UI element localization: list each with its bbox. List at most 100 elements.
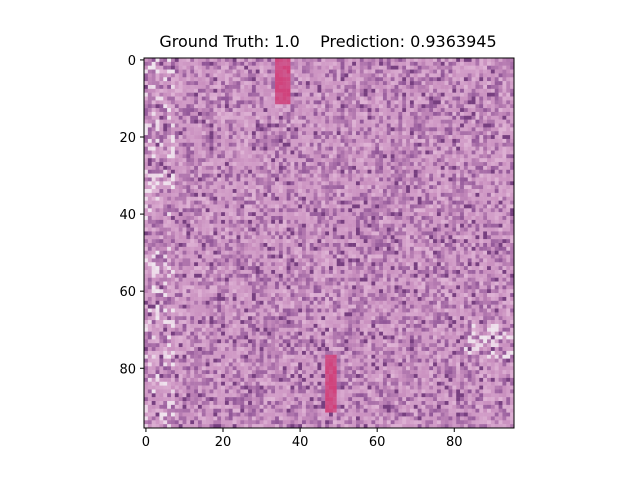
image-pixel (282, 92, 287, 97)
image-pixel (348, 189, 353, 194)
image-pixel (460, 96, 465, 101)
image-pixel (494, 204, 499, 209)
image-pixel (429, 115, 434, 120)
image-pixel (313, 65, 318, 70)
image-pixel (278, 239, 283, 244)
image-pixel (174, 227, 179, 232)
image-pixel (298, 88, 303, 93)
image-pixel (406, 61, 411, 66)
image-pixel (313, 92, 318, 97)
image-pixel (174, 162, 179, 167)
image-pixel (452, 65, 457, 70)
image-pixel (352, 158, 357, 163)
image-pixel (348, 104, 353, 109)
image-pixel (386, 131, 391, 136)
image-pixel (355, 88, 361, 93)
image-pixel (201, 189, 206, 194)
image-pixel (151, 219, 156, 224)
image-pixel (456, 77, 461, 82)
image-pixel (302, 84, 307, 90)
image-pixel (259, 173, 264, 178)
image-pixel (355, 189, 361, 194)
image-pixel (190, 177, 195, 182)
image-pixel (379, 131, 384, 136)
image-pixel (467, 77, 472, 82)
image-pixel (379, 204, 384, 209)
image-pixel (190, 181, 195, 186)
image-pixel (444, 196, 449, 201)
image-pixel (483, 104, 488, 109)
image-pixel (151, 173, 156, 178)
image-pixel (398, 111, 403, 117)
image-pixel (159, 108, 164, 113)
image-pixel (467, 108, 472, 113)
image-pixel (456, 162, 461, 167)
image-pixel (363, 84, 368, 90)
image-pixel (159, 185, 164, 190)
image-pixel (321, 185, 326, 190)
image-pixel (436, 96, 442, 101)
image-pixel (286, 92, 291, 97)
image-pixel (375, 246, 380, 251)
image-pixel (275, 181, 280, 186)
image-pixel (151, 243, 156, 248)
image-pixel (355, 196, 361, 201)
image-pixel (371, 239, 376, 244)
image-pixel (340, 135, 345, 140)
image-pixel (217, 223, 222, 228)
image-pixel (313, 123, 318, 128)
image-pixel (406, 127, 411, 132)
image-pixel (182, 92, 187, 97)
image-pixel (313, 154, 318, 159)
image-pixel (151, 81, 156, 86)
image-pixel (190, 150, 195, 155)
image-pixel (463, 88, 468, 93)
image-pixel (317, 81, 322, 86)
image-pixel (255, 61, 260, 66)
image-pixel (263, 235, 268, 240)
image-pixel (398, 235, 403, 240)
image-pixel (147, 154, 152, 159)
image-pixel (487, 189, 492, 194)
image-pixel (228, 158, 233, 163)
image-pixel (298, 123, 303, 128)
image-pixel (205, 84, 210, 90)
image-pixel (336, 111, 341, 117)
image-pixel (440, 196, 445, 201)
image-pixel (155, 81, 160, 86)
image-pixel (502, 196, 507, 201)
image-pixel (421, 111, 426, 117)
image-pixel (409, 200, 415, 205)
image-pixel (448, 200, 453, 205)
image-pixel (259, 231, 264, 236)
image-pixel (444, 88, 449, 93)
image-pixel (359, 96, 364, 101)
image-pixel (228, 216, 233, 221)
image-pixel (394, 196, 399, 201)
image-pixel (244, 165, 249, 171)
image-pixel (490, 181, 495, 186)
image-pixel (352, 212, 357, 217)
image-pixel (305, 173, 310, 178)
image-pixel (344, 196, 349, 201)
image-pixel (340, 231, 345, 236)
image-pixel (221, 169, 226, 174)
image-pixel (371, 181, 376, 186)
image-pixel (267, 243, 272, 248)
image-pixel (490, 196, 495, 201)
image-pixel (494, 111, 499, 117)
image-pixel (340, 119, 345, 124)
image-pixel (221, 243, 226, 248)
image-pixel (251, 154, 257, 159)
image-pixel (510, 146, 515, 151)
image-pixel (251, 65, 257, 70)
image-pixel (471, 88, 476, 93)
image-pixel (298, 177, 303, 182)
image-pixel (263, 150, 268, 155)
image-pixel (413, 119, 418, 124)
image-pixel (433, 196, 438, 201)
image-pixel (190, 115, 195, 120)
image-pixel (460, 119, 465, 124)
image-pixel (201, 243, 206, 248)
image-pixel (490, 96, 495, 101)
